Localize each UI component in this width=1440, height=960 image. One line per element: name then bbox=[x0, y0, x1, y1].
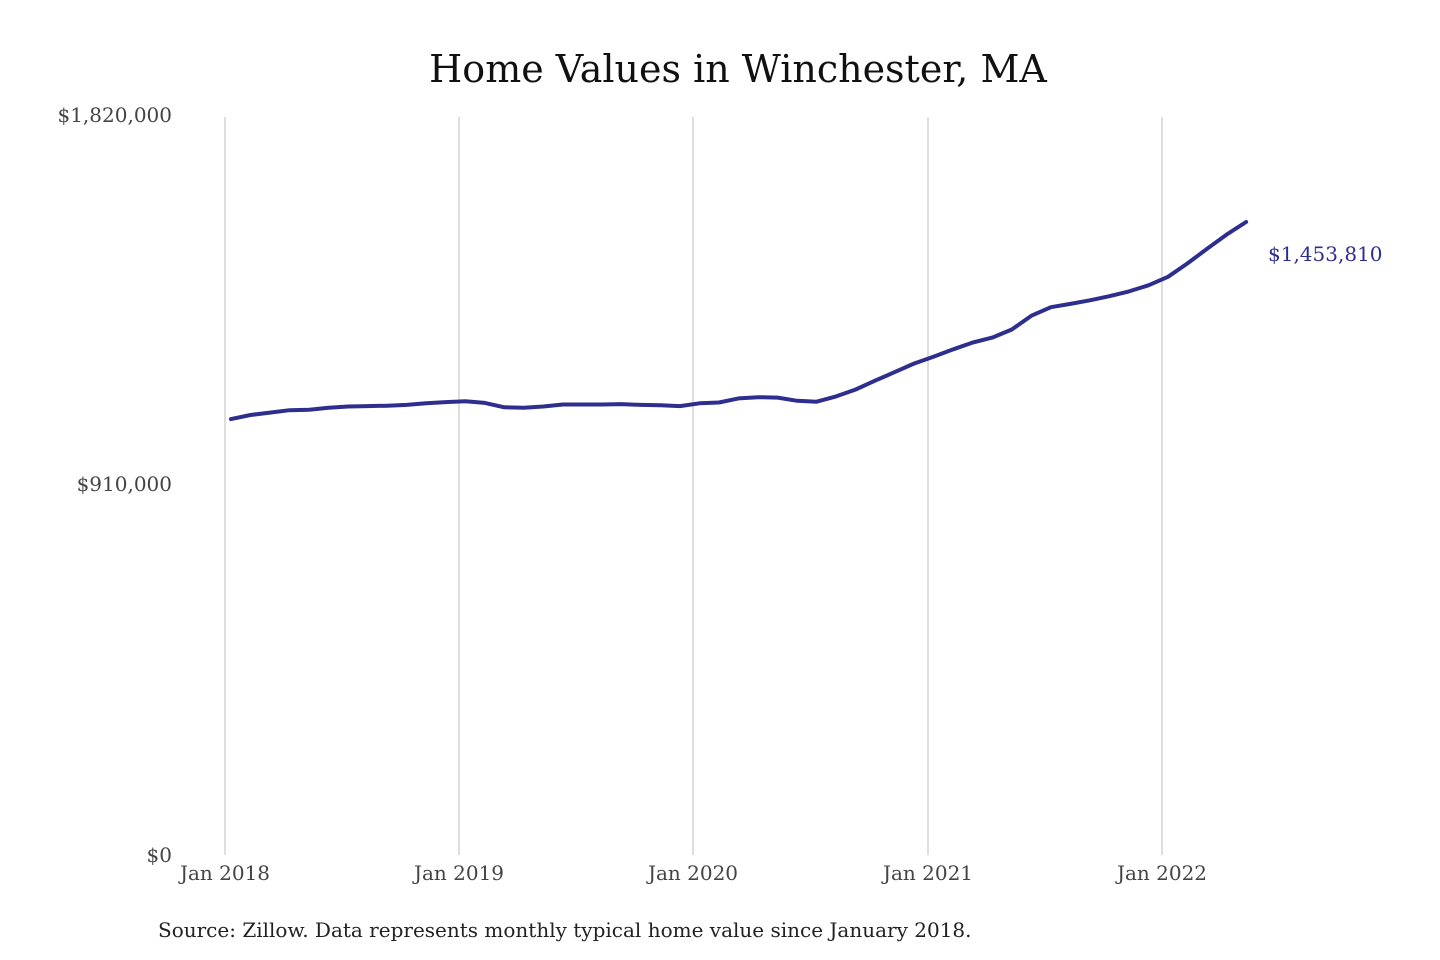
y-axis-tick-labels: $1,820,000 $910,000 $0 bbox=[57, 103, 172, 867]
latest-value-label: $1,453,810 bbox=[1268, 242, 1383, 266]
source-note: Source: Zillow. Data represents monthly … bbox=[158, 918, 972, 942]
x-tick-label-2019: Jan 2019 bbox=[412, 861, 504, 885]
vertical-gridlines bbox=[224, 117, 1163, 855]
x-tick-label-2022: Jan 2022 bbox=[1115, 861, 1207, 885]
chart-title: Home Values in Winchester, MA bbox=[429, 47, 1047, 91]
x-tick-label-2021: Jan 2021 bbox=[881, 861, 973, 885]
y-tick-label-mid: $910,000 bbox=[77, 472, 172, 496]
home-value-series-line bbox=[229, 220, 1249, 422]
x-tick-label-2018: Jan 2018 bbox=[178, 861, 270, 885]
y-tick-label-top: $1,820,000 bbox=[57, 103, 172, 127]
x-axis-tick-labels: Jan 2018 Jan 2019 Jan 2020 Jan 2021 Jan … bbox=[178, 861, 1207, 885]
y-tick-label-zero: $0 bbox=[147, 843, 172, 867]
x-tick-label-2020: Jan 2020 bbox=[646, 861, 738, 885]
